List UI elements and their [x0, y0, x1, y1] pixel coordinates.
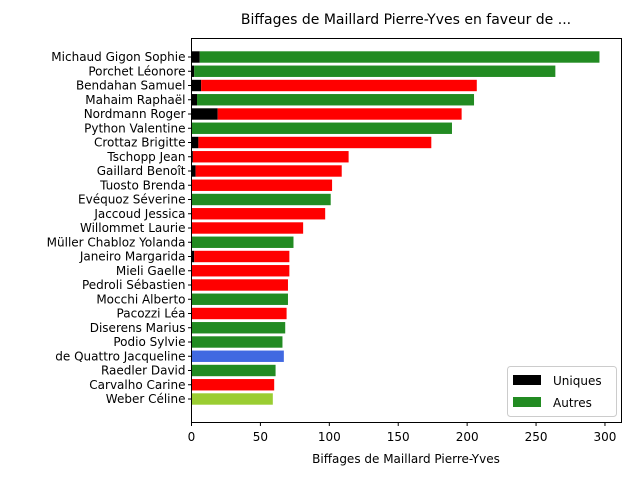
- y-tick-label: Pacozzi Léa: [117, 307, 186, 321]
- bar-autres: [194, 250, 290, 263]
- bar-autres: [191, 122, 452, 134]
- bar-autres: [195, 165, 342, 177]
- bar-autres: [197, 94, 475, 106]
- bar-autres: [191, 236, 294, 248]
- x-ticks: 0 50 100 150 200 250 300: [188, 422, 617, 444]
- y-tick-label: Python Valentine: [84, 121, 185, 135]
- bar-autres: [191, 379, 275, 391]
- bar-uniques: [191, 79, 202, 92]
- y-tick-label: Podio Sylvie: [113, 335, 185, 349]
- x-tick-label: 50: [253, 430, 268, 444]
- y-tick-label: Porchet Léonore: [88, 64, 185, 78]
- x-tick-label: 150: [387, 430, 410, 444]
- y-tick-label: Carvalho Carine: [89, 378, 185, 392]
- x-tick-label: 100: [318, 430, 341, 444]
- bar-autres: [191, 322, 286, 334]
- y-tick-label: Raedler David: [101, 364, 186, 378]
- bar-autres: [199, 51, 600, 63]
- bar-autres: [191, 222, 304, 234]
- bar-uniques: [191, 94, 198, 106]
- bar-autres: [191, 193, 331, 206]
- bar-autres: [191, 393, 273, 405]
- bar-autres: [191, 293, 288, 305]
- y-tick-label: Crottaz Brigitte: [94, 136, 186, 150]
- y-tick-label: Gaillard Benoît: [97, 164, 186, 178]
- legend-swatch-uniques: [513, 375, 541, 385]
- bar-autres: [191, 179, 333, 191]
- y-tick-label: Janeiro Margarida: [79, 250, 186, 264]
- legend-label-uniques: Uniques: [553, 374, 602, 388]
- bar-autres: [192, 151, 349, 163]
- bar-autres: [191, 364, 276, 377]
- x-tick-label: 250: [525, 430, 548, 444]
- bar-uniques: [191, 165, 196, 177]
- y-tick-label: Pedroli Sébastien: [82, 278, 186, 292]
- y-tick-label: Tuosto Brenda: [99, 178, 185, 192]
- y-tick-label: Diserens Marius: [90, 321, 186, 335]
- x-tick-label: 200: [456, 430, 479, 444]
- bar-autres: [191, 336, 283, 348]
- bars-group: [191, 51, 600, 405]
- y-tick-label: Weber Céline: [106, 392, 186, 406]
- plot-frame: [191, 38, 622, 423]
- y-tick-label: Tschopp Jean: [106, 150, 185, 164]
- x-tick-label: 0: [188, 430, 196, 444]
- y-tick-label: Mahaim Raphaël: [85, 93, 185, 107]
- y-tick-label: Jaccoud Jessica: [93, 207, 185, 221]
- bar-autres: [191, 208, 326, 220]
- bar-uniques: [191, 51, 200, 63]
- y-tick-label: Michaud Gigon Sophie: [51, 50, 185, 64]
- y-tick-label: Müller Chabloz Yolanda: [47, 235, 186, 249]
- bar-autres: [194, 65, 556, 77]
- y-tick-label: Mocchi Alberto: [96, 292, 185, 306]
- bar-uniques: [191, 151, 193, 163]
- bar-uniques: [191, 108, 218, 120]
- legend-label-autres: Autres: [553, 396, 592, 410]
- bar-autres: [201, 79, 477, 92]
- bar-autres: [191, 265, 290, 277]
- bar-autres: [217, 108, 462, 120]
- chart-title: Biffages de Maillard Pierre-Yves en fave…: [241, 12, 571, 28]
- legend-swatch-autres: [513, 397, 541, 407]
- y-tick-label: Willommet Laurie: [80, 221, 186, 235]
- bar-autres: [198, 136, 432, 149]
- x-tick-label: 300: [594, 430, 617, 444]
- x-axis-label: Biffages de Maillard Pierre-Yves: [312, 452, 500, 466]
- bar-uniques: [191, 136, 199, 149]
- y-tick-label: Mieli Gaelle: [116, 264, 186, 278]
- bar-autres: [191, 350, 284, 362]
- bar-uniques: [191, 250, 195, 263]
- bar-autres: [191, 279, 288, 291]
- y-tick-label: Bendahan Samuel: [76, 79, 186, 93]
- y-tick-label: Evéquoz Séverine: [78, 193, 185, 207]
- bar-uniques: [191, 65, 195, 77]
- legend: Uniques Autres: [507, 366, 617, 417]
- bar-autres: [191, 307, 287, 320]
- y-tick-label: de Quattro Jacqueline: [55, 349, 185, 363]
- y-tick-label: Nordmann Roger: [84, 107, 186, 121]
